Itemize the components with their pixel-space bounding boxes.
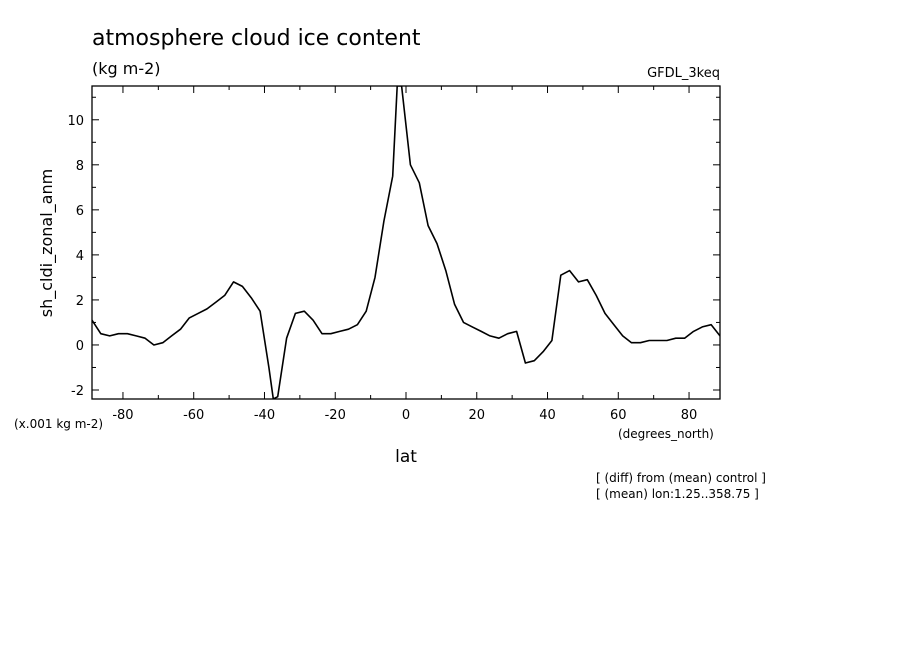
y-tick-label: 0 [76, 339, 84, 354]
note-line-2: [ (mean) lon:1.25..358.75 ] [596, 487, 759, 501]
x-tick-label: 80 [681, 408, 698, 423]
y-tick-label: 10 [67, 114, 84, 129]
chart-subtitle: (kg m-2) [92, 59, 161, 78]
model-label: GFDL_3keq [647, 66, 720, 81]
note-line-1: [ (diff) from (mean) control ] [596, 471, 766, 485]
y-tick-label: 2 [76, 294, 84, 309]
series-line [92, 86, 720, 399]
y-tick-label: 6 [76, 204, 84, 219]
x-tick-label: -40 [254, 408, 275, 423]
x-tick-label: -20 [325, 408, 346, 423]
x-tick-label: 20 [468, 408, 485, 423]
x-tick-label: -80 [112, 408, 133, 423]
y-tick-label: -2 [71, 384, 84, 399]
x-axis-label: lat [395, 447, 417, 467]
plot-frame [91, 85, 721, 400]
x-tick-label: -60 [183, 408, 204, 423]
y-tick-label: 4 [76, 249, 84, 264]
x-tick-label: 60 [610, 408, 627, 423]
chart-title: atmosphere cloud ice content [92, 26, 421, 51]
y-axis-label: sh_cldi_zonal_anm [37, 169, 57, 317]
x-tick-label: 40 [539, 408, 556, 423]
y-tick-label: 8 [76, 159, 84, 174]
y-scale-note: (x.001 kg m-2) [14, 417, 103, 431]
x-tick-label: 0 [402, 408, 410, 423]
x-units-label: (degrees_north) [618, 427, 714, 441]
